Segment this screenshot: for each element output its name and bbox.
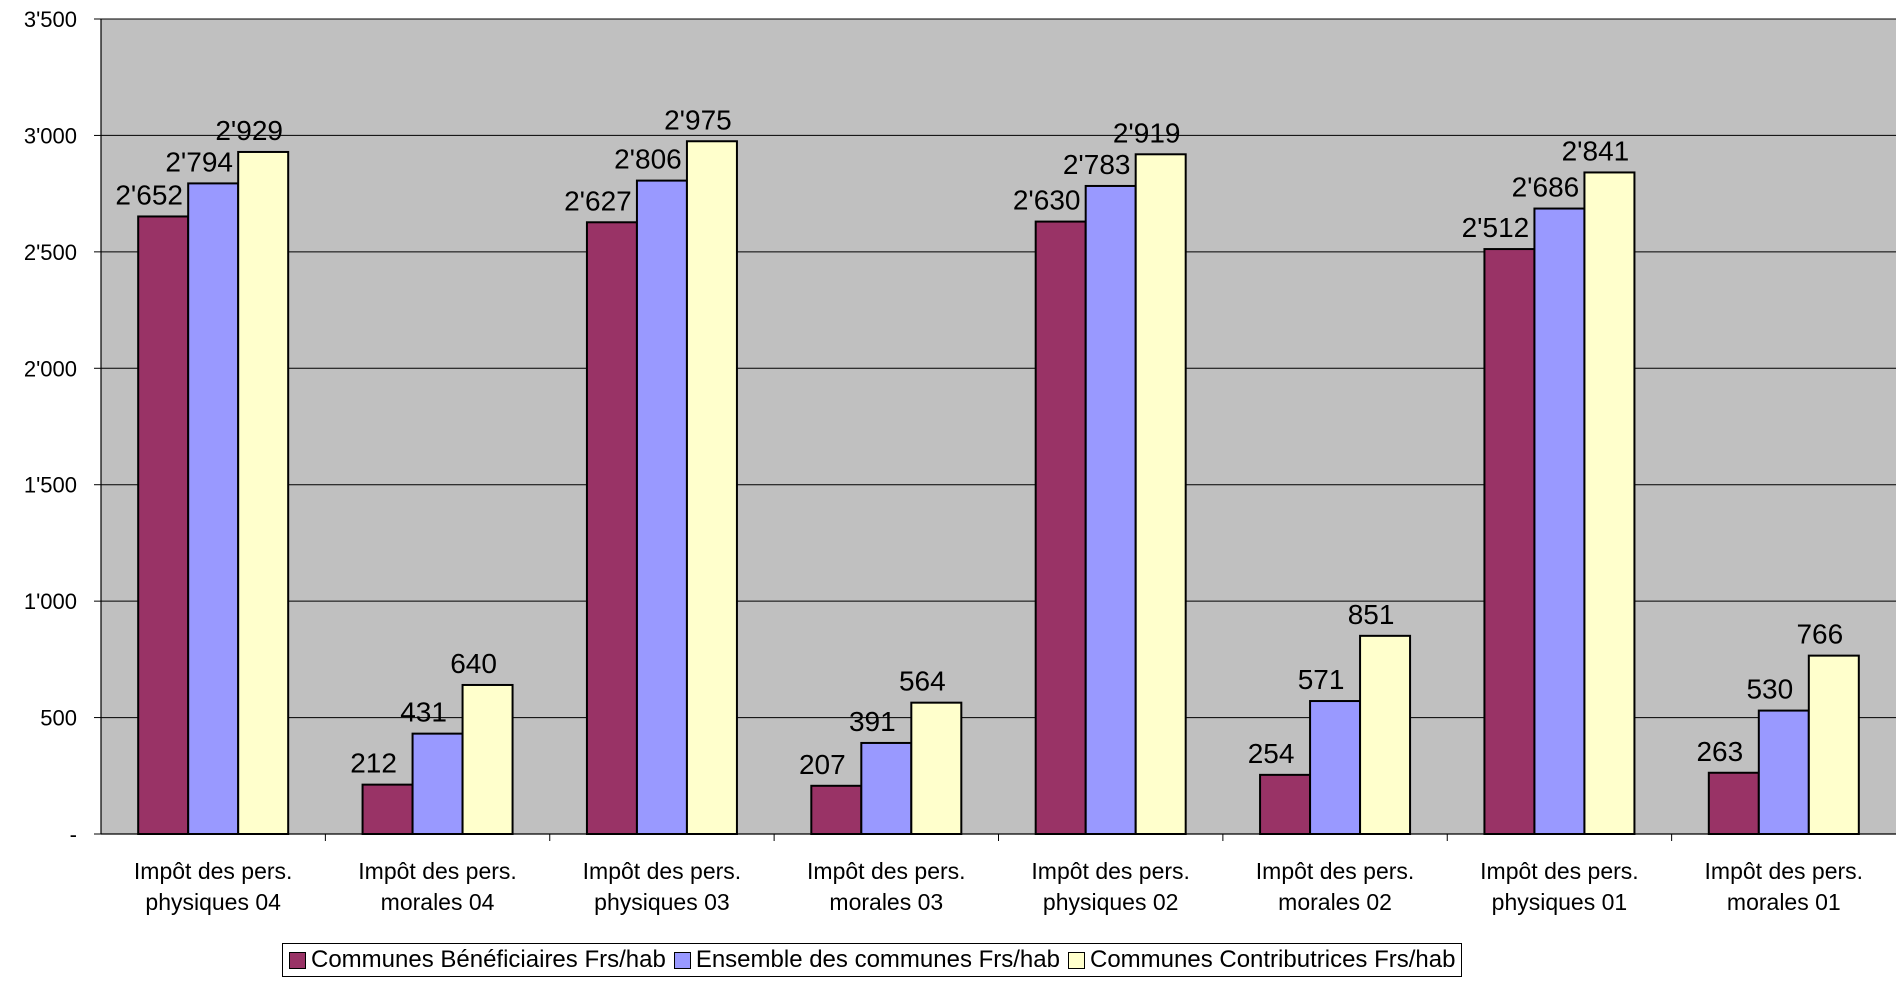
- data-label: 2'806: [614, 144, 682, 175]
- data-label: 2'975: [664, 104, 732, 135]
- data-label: 2'627: [564, 185, 632, 216]
- bar: [1533, 207, 1586, 835]
- data-label: 2'841: [1562, 135, 1630, 166]
- legend-swatch: [289, 951, 306, 969]
- y-tick-label: 500: [40, 706, 77, 731]
- y-tick-label: 3'500: [24, 7, 77, 32]
- bar: [1807, 654, 1860, 835]
- legend-label: Ensemble des communes Frs/hab: [695, 946, 1060, 973]
- x-category-label: Impôt des pers. physiques 03: [583, 858, 742, 915]
- data-label: 640: [450, 648, 497, 679]
- bar: [411, 732, 464, 835]
- data-label: 2'686: [1512, 172, 1580, 203]
- data-label: 2'919: [1113, 117, 1181, 148]
- data-label: 2'652: [115, 179, 183, 210]
- data-label: 431: [400, 697, 447, 728]
- data-label: 391: [849, 706, 896, 737]
- data-label: 2'783: [1063, 149, 1131, 180]
- bar: [810, 784, 863, 836]
- data-label: 564: [899, 666, 946, 697]
- data-label: 207: [799, 749, 846, 780]
- data-label: 2'794: [165, 146, 233, 177]
- bar: [1359, 634, 1412, 835]
- data-label: 571: [1298, 664, 1345, 695]
- data-label: 766: [1796, 619, 1843, 650]
- bar: [237, 150, 290, 835]
- legend-item: Ensemble des communes Frs/hab: [673, 946, 1060, 974]
- x-category-label: Impôt des pers. physiques 04: [134, 858, 293, 915]
- x-category-label: Impôt des pers. morales 03: [807, 858, 966, 915]
- legend-label: Communes Bénéficiaires Frs/hab: [311, 946, 666, 973]
- bar: [1134, 153, 1187, 836]
- y-tick-label: 3'000: [24, 123, 77, 148]
- bar: [461, 683, 514, 835]
- bar: [910, 701, 963, 835]
- x-category-label: Impôt des pers. morales 04: [358, 858, 517, 915]
- data-label: 851: [1348, 599, 1395, 630]
- legend-label: Communes Contributrices Frs/hab: [1089, 946, 1456, 973]
- bar: [137, 215, 190, 836]
- x-category-label: Impôt des pers. physiques 02: [1031, 858, 1190, 915]
- legend-swatch: [1067, 951, 1085, 969]
- legend: Communes Bénéficiaires Frs/hab Ensemble d…: [282, 943, 1463, 977]
- data-label: 2'512: [1462, 212, 1530, 243]
- data-label: 263: [1696, 736, 1743, 767]
- y-tick-label: 1'500: [24, 473, 77, 498]
- bar: [635, 179, 688, 836]
- bar: [1034, 220, 1087, 836]
- x-category-label: Impôt des pers. physiques 01: [1480, 858, 1639, 915]
- x-category-label: Impôt des pers. morales 01: [1705, 858, 1864, 915]
- bar: [1707, 771, 1760, 835]
- data-label: 2'929: [215, 115, 283, 146]
- bar: [1084, 184, 1137, 836]
- y-tick-label: -: [70, 822, 77, 847]
- legend-item: Communes Bénéficiaires Frs/hab: [289, 946, 666, 974]
- data-label: 530: [1746, 674, 1793, 705]
- data-label: 2'630: [1013, 185, 1081, 216]
- bar: [585, 221, 638, 835]
- y-tick-label: 1'000: [24, 589, 77, 614]
- bar: [1483, 248, 1536, 835]
- bar: [1259, 773, 1312, 836]
- bar: [1309, 700, 1362, 835]
- bar: [1757, 709, 1810, 835]
- bar: [1583, 171, 1636, 835]
- bar: [361, 783, 414, 835]
- data-label: 254: [1248, 738, 1295, 769]
- bar: [860, 741, 913, 836]
- data-label: 212: [350, 748, 397, 779]
- legend-item: Communes Contributrices Frs/hab: [1067, 946, 1456, 974]
- y-tick-label: 2'500: [24, 240, 77, 265]
- y-tick-label: 2'000: [24, 356, 77, 381]
- bar: [187, 182, 240, 835]
- bar: [685, 140, 738, 835]
- x-category-label: Impôt des pers. morales 02: [1256, 858, 1415, 915]
- legend-swatch: [673, 951, 691, 969]
